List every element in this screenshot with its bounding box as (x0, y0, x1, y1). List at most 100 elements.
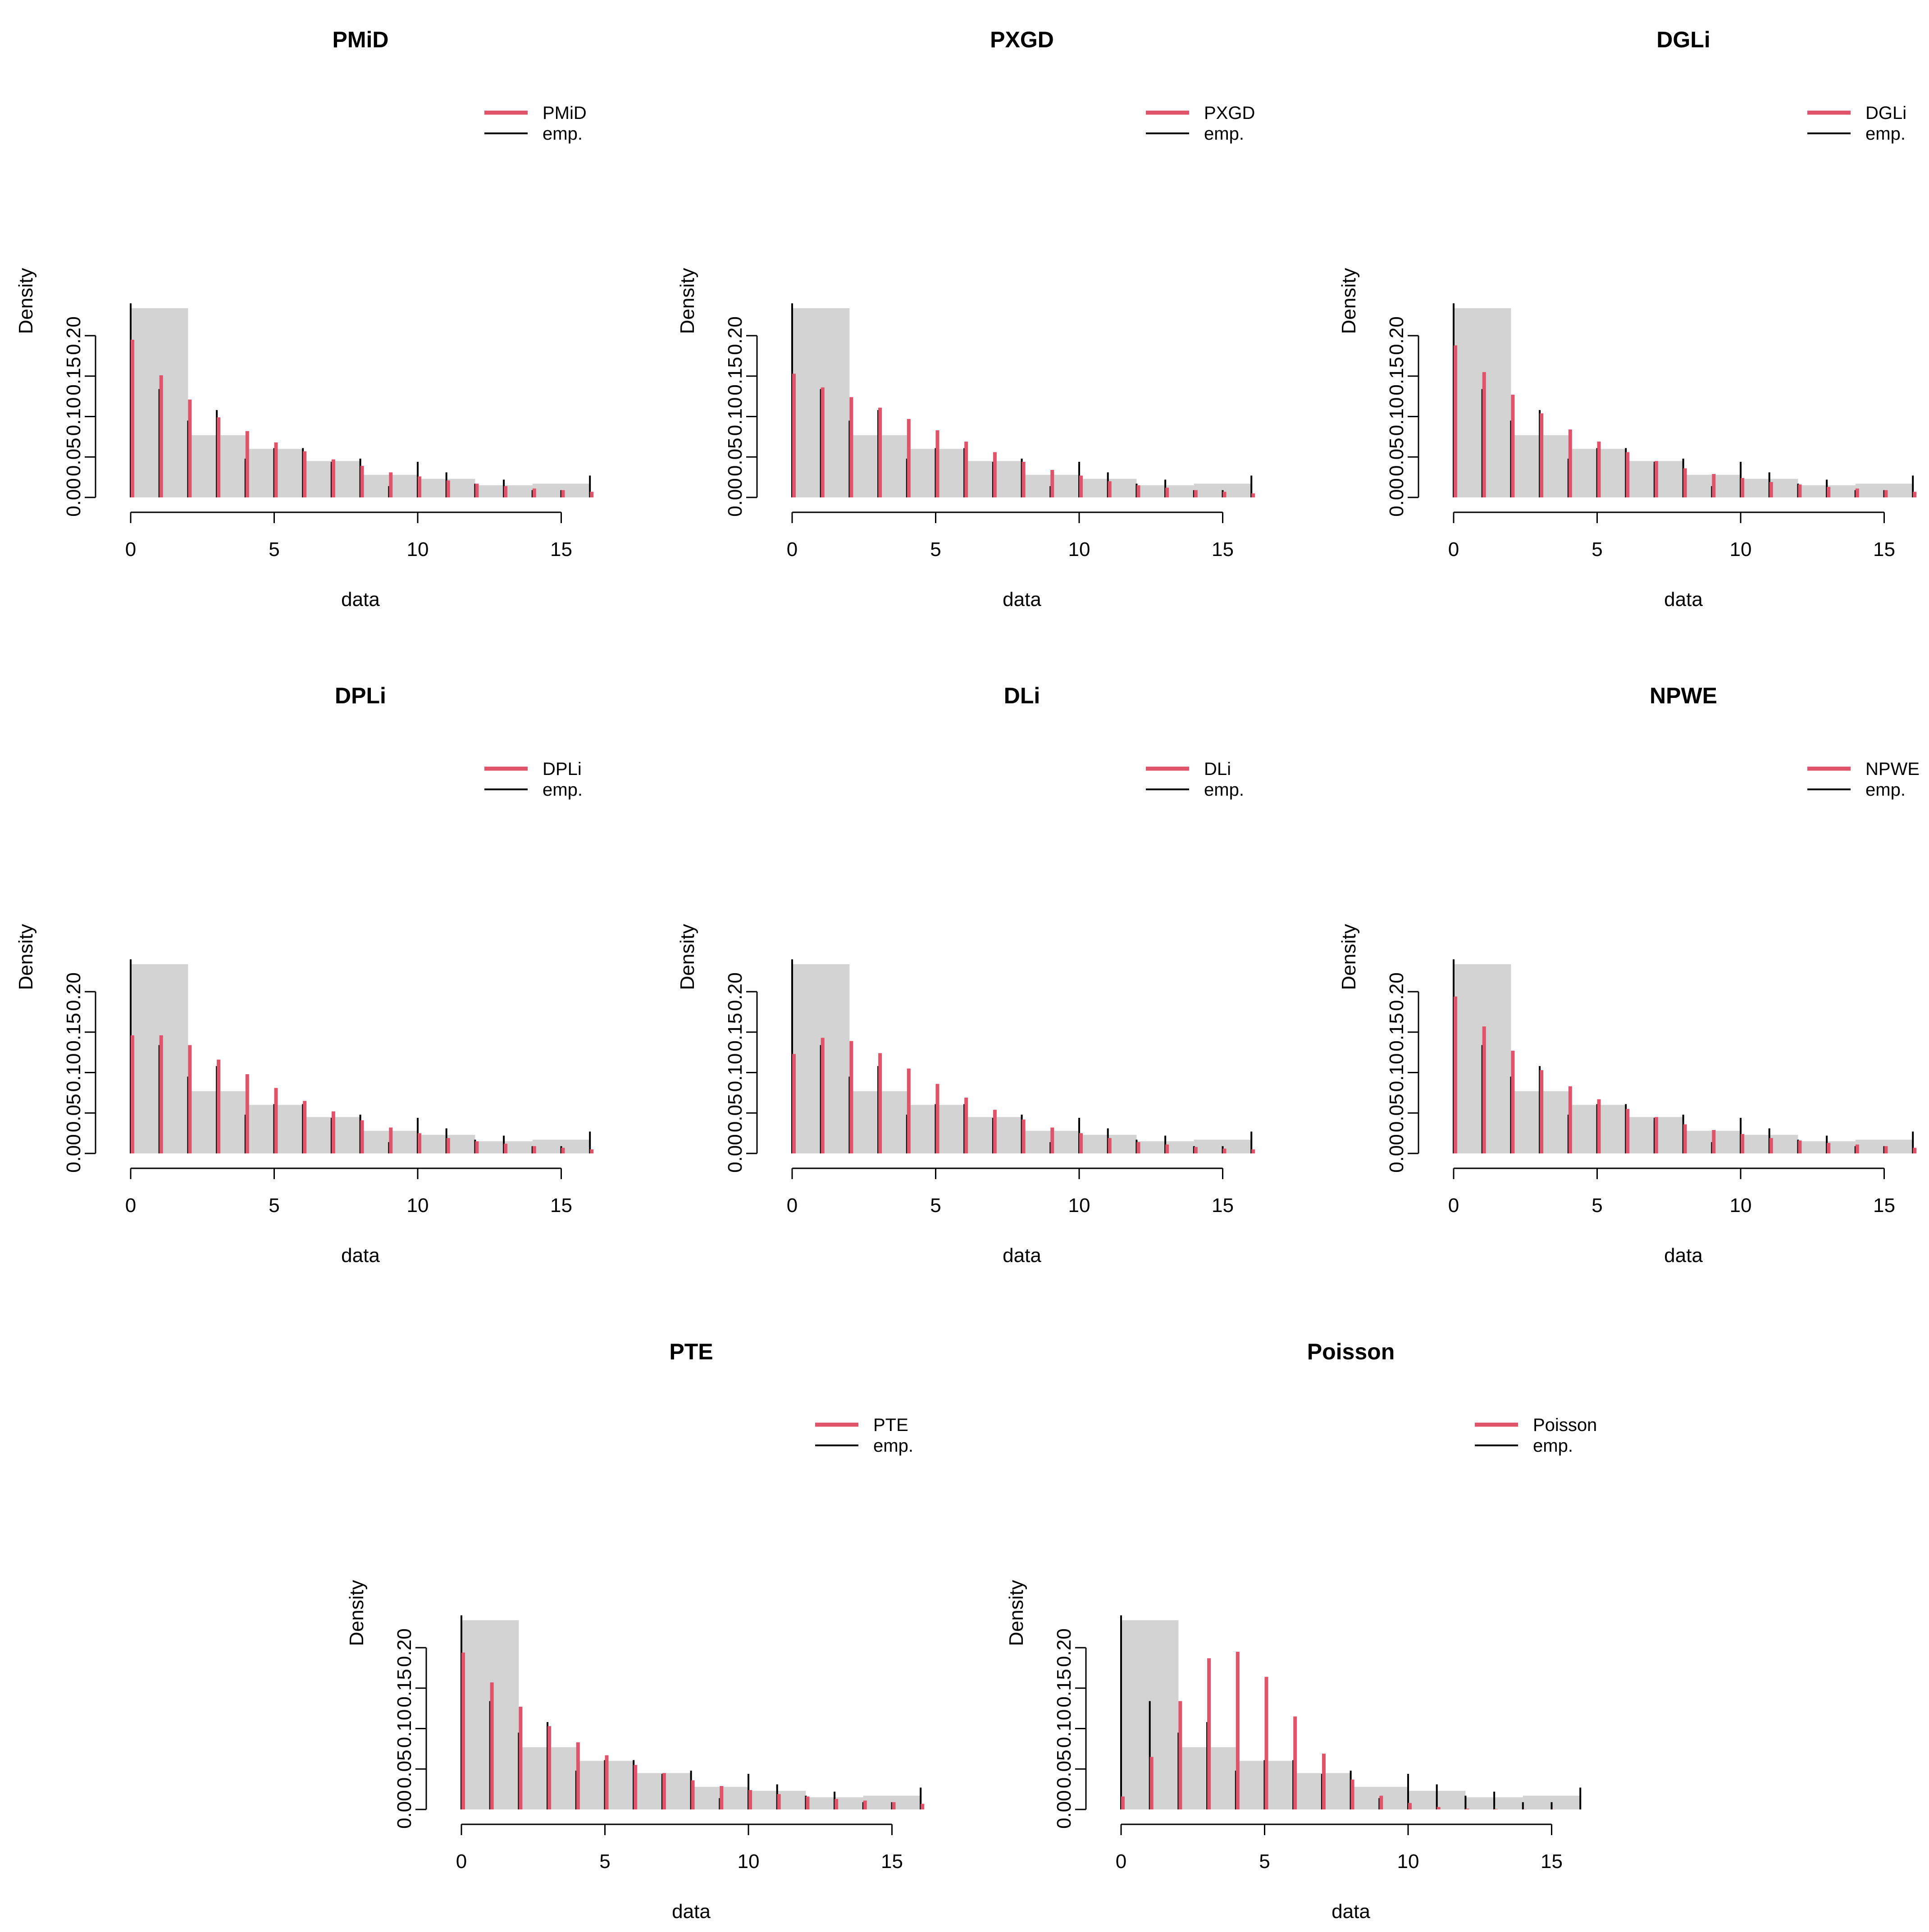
y-tick-label: 0.20 (63, 316, 85, 355)
x-axis-label: data (1664, 1244, 1703, 1267)
y-tick-label: 0.05 (63, 437, 85, 476)
y-tick-label: 0.00 (724, 1134, 746, 1173)
y-tick-label: 0.10 (724, 397, 746, 436)
x-tick-label: 0 (456, 1850, 467, 1873)
chart-panel: PMiD 0 5 10 15 data 0.000.050.100.150.20 Densit… (15, 27, 594, 611)
legend-label: PMiD (543, 103, 587, 123)
y-tick-label: 0.05 (724, 1094, 746, 1132)
x-tick-label: 10 (1730, 1194, 1752, 1217)
y-tick-label: 0.15 (1386, 357, 1408, 396)
x-tick-label: 15 (881, 1850, 903, 1873)
y-tick-label: 0.15 (63, 357, 85, 396)
x-tick-label: 5 (930, 1194, 941, 1217)
y-axis-label: Density (15, 924, 37, 990)
y-tick-label: 0.20 (393, 1628, 415, 1667)
x-axis-label: data (341, 1244, 380, 1267)
legend-label: emp. (543, 124, 583, 144)
y-tick-label: 0.10 (63, 1053, 85, 1092)
y-axis-label: Density (1338, 268, 1360, 334)
y-tick-label: 0.05 (63, 1094, 85, 1132)
y-tick-label: 0.15 (63, 1013, 85, 1052)
y-tick-label: 0.05 (1386, 437, 1408, 476)
chart-panel: DGLi 0 5 10 15 data 0.000.050.100.150.20 Densit… (1338, 27, 1917, 611)
y-tick-label: 0.15 (1386, 1013, 1408, 1052)
density-spikes (791, 959, 1255, 1153)
panel-title: Poisson (1307, 1339, 1395, 1364)
y-tick-label: 0.20 (724, 316, 746, 355)
y-axis-label: Density (1005, 1580, 1027, 1646)
x-axis-label: data (1003, 588, 1041, 611)
x-tick-label: 0 (787, 1194, 798, 1217)
legend-label: DGLi (1865, 103, 1906, 123)
x-axis-label: data (1332, 1900, 1370, 1923)
panel-title: NPWE (1650, 683, 1717, 708)
panel-title: PXGD (990, 27, 1054, 52)
x-tick-label: 15 (1541, 1850, 1563, 1873)
legend-label: emp. (1204, 780, 1244, 800)
y-tick-label: 0.20 (1053, 1628, 1075, 1667)
y-tick-label: 0.10 (724, 1053, 746, 1092)
x-tick-label: 5 (1592, 1194, 1602, 1217)
density-spikes (1120, 1615, 1582, 1809)
x-tick-label: 10 (407, 538, 429, 560)
legend-label: Poisson (1533, 1415, 1597, 1435)
y-axis-label: Density (676, 924, 698, 990)
chart-panel: PTE 0 5 10 15 data 0.000.050.100.150.20 Density… (346, 1339, 925, 1923)
y-tick-label: 0.00 (1053, 1790, 1075, 1829)
x-tick-label: 15 (1212, 1194, 1234, 1217)
x-tick-label: 0 (125, 538, 136, 560)
legend-label: emp. (1865, 780, 1906, 800)
x-tick-label: 5 (269, 538, 279, 560)
y-tick-label: 0.00 (1386, 478, 1408, 517)
panel-title: DLi (1004, 683, 1040, 708)
y-tick-label: 0.20 (63, 972, 85, 1011)
panel-title: PTE (669, 1339, 713, 1364)
legend-label: DPLi (543, 759, 582, 779)
x-tick-label: 15 (550, 1194, 572, 1217)
density-spikes (791, 303, 1255, 497)
chart-panel: DPLi 0 5 10 15 data 0.000.050.100.150.20 Densit… (15, 683, 594, 1267)
chart-panel: Poisson 0 5 10 15 data 0.000.050.100.150.20 Den… (1005, 1339, 1597, 1923)
density-spikes (130, 959, 594, 1153)
x-tick-label: 10 (407, 1194, 429, 1217)
panel-title: DGLi (1656, 27, 1710, 52)
chart-panel: NPWE 0 5 10 15 data 0.000.050.100.150.20 Densit… (1338, 683, 1920, 1267)
x-tick-label: 0 (1448, 538, 1459, 560)
y-tick-label: 0.20 (724, 972, 746, 1011)
y-tick-label: 0.20 (1386, 972, 1408, 1011)
x-tick-label: 15 (1873, 1194, 1895, 1217)
y-tick-label: 0.15 (724, 1013, 746, 1052)
density-spikes (1453, 303, 1917, 497)
x-tick-label: 5 (599, 1850, 610, 1873)
x-tick-label: 15 (1212, 538, 1234, 560)
x-tick-label: 0 (1448, 1194, 1459, 1217)
panel-title: DPLi (335, 683, 386, 708)
y-tick-label: 0.00 (1386, 1134, 1408, 1173)
legend-label: emp. (873, 1436, 913, 1456)
y-axis-label: Density (346, 1580, 368, 1646)
legend-label: PXGD (1204, 103, 1255, 123)
y-tick-label: 0.00 (393, 1790, 415, 1829)
x-tick-label: 5 (1592, 538, 1602, 560)
legend-label: emp. (1204, 124, 1244, 144)
y-tick-label: 0.05 (1053, 1750, 1075, 1788)
y-tick-label: 0.05 (724, 437, 746, 476)
x-tick-label: 5 (930, 538, 941, 560)
panel-title: PMiD (333, 27, 389, 52)
x-tick-label: 0 (1116, 1850, 1126, 1873)
x-axis-label: data (341, 588, 380, 611)
density-spikes (461, 1615, 925, 1809)
density-spikes (130, 303, 594, 497)
y-axis-label: Density (676, 268, 698, 334)
y-tick-label: 0.15 (724, 357, 746, 396)
y-axis-label: Density (15, 268, 37, 334)
x-axis-label: data (672, 1900, 711, 1923)
density-spikes (1453, 959, 1917, 1153)
